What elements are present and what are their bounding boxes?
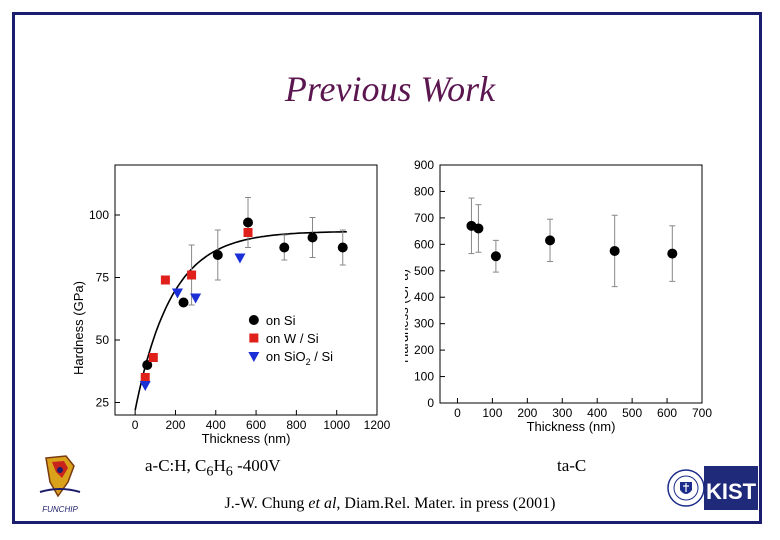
chart0-point-triangle [190, 293, 202, 304]
chart0-ylabel: Hardness (GPa) [71, 281, 86, 375]
funchip-logo: FUNCHIP [39, 455, 81, 514]
seal-logo [667, 469, 705, 507]
chart1-ytick-label: 300 [414, 317, 434, 331]
chart1-point-circle [667, 248, 678, 259]
chart-right: 0 100 200 300 400 500 600 700 0 100 200 300 400 500 60… [405, 158, 712, 434]
chart0-point-circle [307, 232, 318, 243]
chart1-ytick-label: 400 [414, 290, 434, 304]
citation-journal: , Diam.Rel. Mater. in press (2001) [336, 495, 556, 512]
chart0-point-circle [243, 217, 254, 228]
chart1-xtick-label: 100 [482, 406, 502, 420]
chart0-legend-marker [248, 315, 259, 325]
chart0-point-triangle [139, 381, 151, 391]
chart0-point-square [148, 353, 158, 362]
chart0-frame [114, 164, 378, 416]
chart0-xtick-label: 1200 [364, 418, 390, 432]
chart0-xtick-label: 1000 [323, 418, 350, 432]
chart0-point-square [243, 228, 253, 237]
chart1-ytick-label: 800 [414, 184, 434, 198]
chart1-ytick-label: 700 [414, 211, 434, 225]
chart0-legend-marker [248, 352, 260, 362]
chart1-xtick-label: 500 [622, 406, 642, 420]
chart0-point-triangle [234, 253, 246, 264]
chart0-point-square [140, 373, 150, 382]
chart0-ytick-label: 100 [89, 208, 109, 222]
chart1-ytick-label: 600 [414, 237, 434, 251]
chart1-ytick-label: 900 [414, 158, 434, 172]
chart1-xtick-label: 700 [692, 406, 712, 420]
caption-left: a-C:H, C6H6 -400V [145, 456, 281, 480]
chart1-xtick-label: 0 [454, 406, 461, 420]
chart0-ytick-label: 50 [96, 333, 110, 347]
caption-right: ta-C [557, 456, 587, 475]
chart0-legend-label-rest: / Si [311, 349, 334, 364]
chart1-point-circle [473, 223, 484, 234]
chart0-point-circle [142, 360, 153, 370]
chart1-xlabel: Thickness (nm) [527, 419, 616, 434]
chart0-legend-label: on SiO2 / Si [266, 349, 333, 367]
slide-frame [12, 12, 762, 524]
chart0-legend-label-base: on SiO [266, 349, 306, 364]
chart1-frame [439, 164, 703, 404]
caption-left-sub1: 6 [206, 463, 214, 480]
chart1-ytick-label: 500 [414, 264, 434, 278]
chart0-ytick-label: 75 [96, 271, 110, 285]
kist-logo: KIST [704, 466, 758, 510]
chart0-xtick-label: 200 [165, 418, 185, 432]
chart0-xtick-label: 400 [206, 418, 226, 432]
chart0-legend-marker [249, 333, 259, 343]
chart1-point-circle [490, 251, 501, 262]
chart0-point-circle [279, 242, 290, 253]
chart0-legend-label: on W / Si [266, 331, 319, 346]
chart0-xtick-label: 0 [132, 418, 139, 432]
chart0-ytick-label: 25 [96, 396, 110, 410]
chart1-xtick-label: 200 [517, 406, 537, 420]
chart1-xtick-label: 300 [552, 406, 572, 420]
funchip-logo-text: FUNCHIP [42, 505, 78, 514]
chart0-xlabel: Thickness (nm) [202, 431, 291, 446]
chart0-xtick-label: 800 [286, 418, 306, 432]
caption-left-mid: H [213, 456, 226, 475]
chart1-point-circle [545, 235, 556, 246]
slide-title: Previous Work [284, 69, 496, 109]
citation-authors: J.-W. Chung [224, 495, 309, 512]
chart1-xtick-label: 600 [657, 406, 677, 420]
chart0-point-circle [178, 297, 189, 308]
chart1-point-circle [609, 245, 620, 256]
chart0-point-circle [212, 250, 223, 260]
citation-etal: et al [308, 495, 337, 512]
chart1-xtick-label: 400 [587, 406, 607, 420]
citation: J.-W. Chung et al, Diam.Rel. Mater. in p… [0, 495, 780, 513]
chart0-legend-label-sub: 2 [306, 357, 311, 367]
kist-logo-text: KIST [706, 479, 757, 504]
chart0-legend-label: on Si [266, 313, 296, 328]
chart1-ylabel: Hardness (GPa) [405, 269, 411, 363]
chart0-point-circle [337, 242, 348, 253]
caption-left-suffix: -400V [232, 456, 281, 475]
chart1-ytick-label: 200 [414, 343, 434, 357]
chart0-point-triangle [171, 288, 183, 299]
caption-left-sub2: 6 [225, 463, 233, 480]
chart-left: 0 200 400 600 800 1000 1200 25 50 75 100 Thickness … [71, 164, 390, 446]
chart0-point-square [187, 270, 197, 280]
chart1-ytick-label: 0 [427, 396, 434, 410]
chart1-ytick-label: 100 [414, 370, 434, 384]
chart0-point-square [160, 275, 170, 285]
caption-left-prefix: a-C:H, C [145, 456, 207, 475]
chart0-xtick-label: 600 [246, 418, 266, 432]
